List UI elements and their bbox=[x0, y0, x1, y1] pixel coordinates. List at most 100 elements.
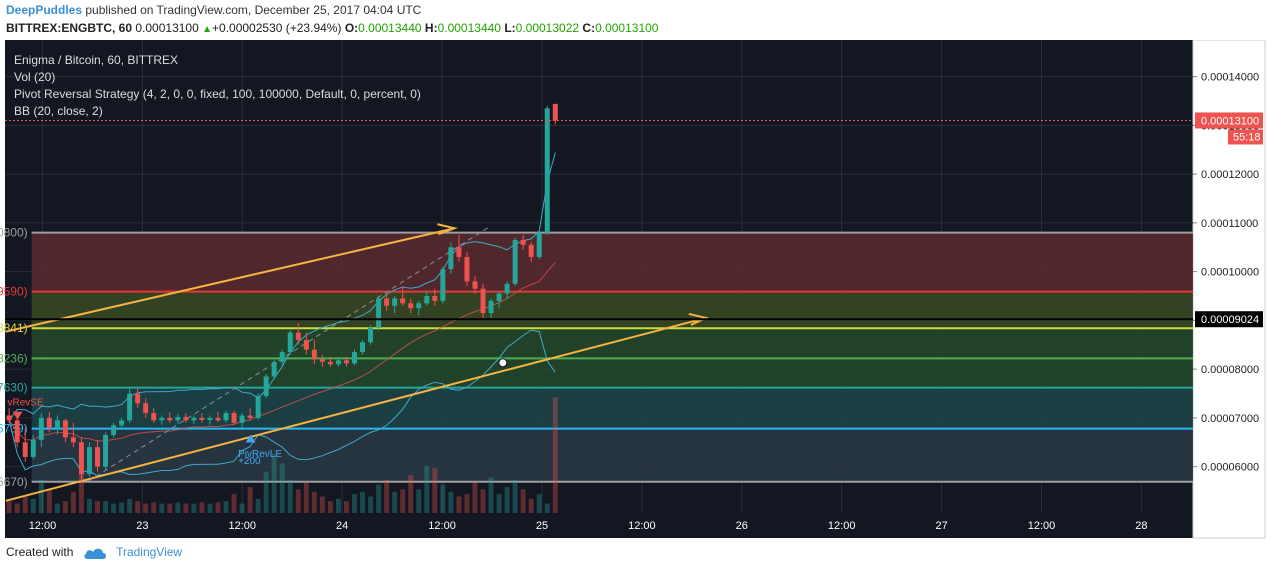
candle-body bbox=[287, 332, 293, 353]
candle-body bbox=[472, 281, 478, 289]
candle-body bbox=[368, 327, 374, 343]
volume-bar bbox=[352, 494, 357, 513]
strategy-signals: vRevSE PivRevLE+200 bbox=[7, 398, 282, 468]
price-chart[interactable]: 0.00010800)0.00009590)0.00008841)0.00008… bbox=[0, 40, 1270, 540]
time-tick-label: 12:00 bbox=[628, 520, 656, 532]
volume-bar bbox=[78, 471, 84, 513]
candle-body bbox=[480, 288, 486, 314]
candle-body bbox=[54, 420, 60, 428]
close-label: C: bbox=[582, 21, 596, 35]
volume-bar bbox=[223, 501, 229, 513]
volume-bar bbox=[263, 471, 269, 513]
volume-bar bbox=[456, 496, 462, 513]
fib-level-label: 0.00007630) bbox=[0, 381, 28, 395]
fib-band bbox=[31, 358, 1194, 388]
candle-body bbox=[95, 447, 100, 467]
fib-level-label: 0.00009590) bbox=[0, 285, 28, 299]
volume-bar bbox=[279, 463, 285, 513]
volume-bar bbox=[504, 487, 510, 513]
volume-bar bbox=[432, 468, 438, 513]
candle-body bbox=[38, 417, 44, 440]
time-tick-label: 12:00 bbox=[29, 520, 57, 532]
volume-bar bbox=[311, 491, 317, 513]
bb-basis-line bbox=[8, 262, 556, 442]
volume-bar bbox=[143, 503, 149, 513]
candle-body bbox=[512, 239, 518, 284]
candle-body bbox=[464, 256, 470, 282]
candle-body bbox=[62, 420, 68, 438]
time-tick-label: 26 bbox=[736, 520, 748, 532]
open-label: O: bbox=[344, 21, 359, 35]
candle-body bbox=[456, 247, 462, 257]
price-tick-label: 0.00006000 bbox=[1201, 462, 1259, 474]
volume-bar bbox=[416, 489, 422, 513]
volume-bar bbox=[255, 498, 261, 513]
volume-bar bbox=[191, 503, 197, 513]
high-value: 0.00013440 bbox=[437, 21, 501, 35]
candle-body bbox=[416, 303, 422, 309]
author-name[interactable]: DeepPuddles bbox=[6, 3, 83, 17]
volume-bar bbox=[528, 498, 534, 513]
candle-body bbox=[488, 300, 494, 314]
price-tick-label: 0.00007000 bbox=[1201, 413, 1259, 425]
candle-body bbox=[22, 442, 28, 457]
volume-bar bbox=[111, 503, 117, 513]
volume-bar bbox=[167, 503, 173, 513]
volume-bar bbox=[440, 484, 446, 513]
volume-bar bbox=[520, 489, 526, 513]
candle-body bbox=[448, 247, 454, 270]
candle-body bbox=[223, 413, 229, 421]
volume-bar bbox=[30, 498, 36, 513]
time-tick-label: 12:00 bbox=[229, 520, 257, 532]
candle-body bbox=[247, 415, 253, 418]
candle-body bbox=[151, 413, 157, 421]
volume-bar bbox=[327, 501, 333, 513]
candle-body bbox=[311, 349, 317, 360]
volume-bar bbox=[512, 479, 518, 513]
time-axis-background bbox=[5, 513, 1193, 538]
volume-bar bbox=[319, 496, 325, 513]
volume-bar bbox=[295, 489, 301, 513]
crosshair-price-tag bbox=[1195, 311, 1263, 328]
time-tick-label: 12:00 bbox=[428, 520, 456, 532]
volume-bar bbox=[127, 498, 133, 513]
candle-body bbox=[103, 434, 109, 467]
candle-body bbox=[199, 417, 205, 420]
time-tick-label: 25 bbox=[536, 520, 548, 532]
last-price-tag-label: 0.00013100 bbox=[1201, 115, 1259, 127]
price-tick-label: 0.00008000 bbox=[1201, 364, 1259, 376]
trend-lines[interactable] bbox=[5, 223, 710, 502]
candle-body bbox=[78, 442, 84, 474]
volume-bar bbox=[175, 502, 181, 513]
candle-body bbox=[400, 298, 406, 304]
publish-info: published on TradingView.com, December 2… bbox=[85, 3, 422, 17]
candle-body bbox=[183, 416, 189, 421]
candle-body bbox=[46, 417, 52, 428]
volume-bar bbox=[215, 502, 221, 513]
candle-body bbox=[536, 232, 542, 257]
price-tick-label: 0.00011000 bbox=[1201, 218, 1258, 230]
volume-bar bbox=[368, 496, 374, 513]
signal-label: +200 bbox=[238, 456, 261, 467]
drawing-anchor-icon bbox=[498, 358, 508, 368]
fib-level-label: 0.00006739) bbox=[0, 422, 28, 436]
crosshair-price-label: 0.00009024 bbox=[1201, 314, 1259, 326]
candle-body bbox=[14, 420, 20, 443]
footer: Created with TradingView bbox=[6, 545, 182, 560]
fib-band bbox=[31, 387, 1194, 429]
fib-level-label: 0.00010800) bbox=[0, 226, 28, 240]
candle-body bbox=[215, 417, 221, 421]
volume-bar bbox=[376, 484, 382, 513]
volume-bar bbox=[62, 501, 68, 513]
candle-body bbox=[303, 339, 309, 350]
up-triangle-icon: ▲ bbox=[202, 24, 213, 35]
dashed-trend-line bbox=[87, 227, 489, 482]
candle-body bbox=[119, 420, 125, 426]
volume-bar bbox=[384, 479, 390, 513]
candle-body bbox=[319, 359, 325, 362]
tradingview-link[interactable]: TradingView bbox=[116, 545, 183, 559]
legend-entry: Enigma / Bitcoin, 60, BITTREX bbox=[14, 53, 178, 67]
price-tick-label: 0.00014000 bbox=[1201, 72, 1259, 84]
candle-body bbox=[191, 417, 197, 421]
long-arrow-icon bbox=[245, 434, 256, 443]
